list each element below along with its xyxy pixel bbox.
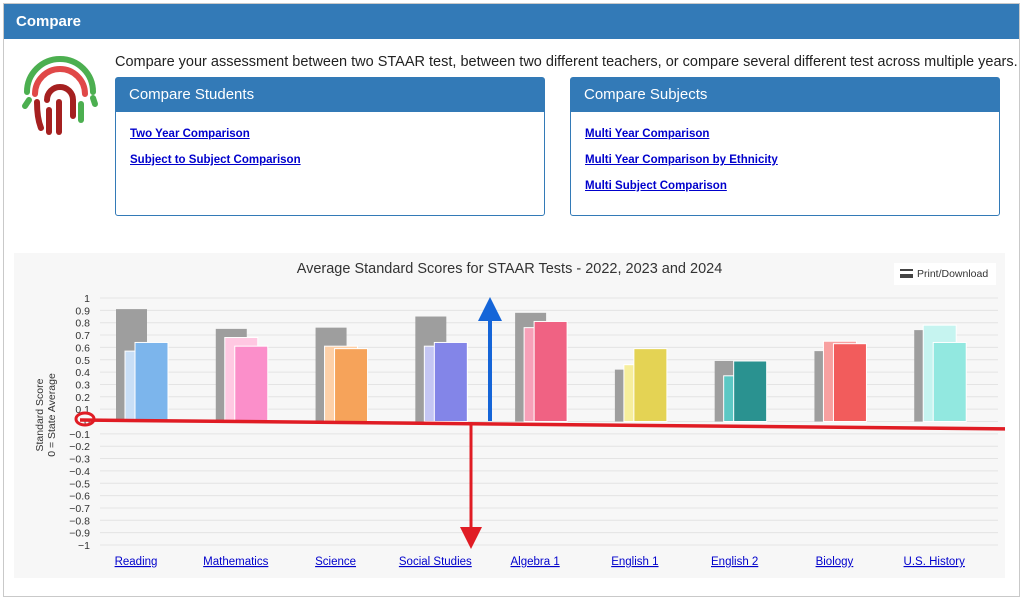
x-category-label[interactable]: Reading: [115, 556, 158, 568]
y-tick-label: −0.9: [69, 528, 90, 540]
bar-series-3: [832, 343, 867, 422]
bar-chart: 10.90.80.70.60.50.40.30.20.10−0.1−0.2−0.…: [69, 293, 1005, 568]
print-download-label: Print/Download: [917, 268, 989, 280]
y-tick-label: 0.5: [75, 355, 90, 367]
x-category-label[interactable]: Science: [315, 556, 356, 568]
y-tick-label: −1: [78, 540, 90, 552]
compare-students-box: Compare Students Two Year Comparison Sub…: [115, 77, 545, 216]
intro-text: Compare your assessment between two STAA…: [115, 54, 1018, 70]
y-tick-label: 0.2: [75, 392, 90, 404]
compare-students-title: Compare Students: [116, 78, 544, 112]
compare-subjects-box: Compare Subjects Multi Year Comparison M…: [570, 77, 1000, 216]
x-category-label[interactable]: English 1: [611, 556, 658, 568]
red-zero-circle: [74, 411, 96, 427]
bar-series-3: [932, 341, 967, 422]
fingerprint-logo-icon: [22, 56, 98, 135]
bar-series-3: [433, 341, 468, 422]
y-tick-label: 0.7: [75, 330, 90, 342]
y-tick-label: −0.3: [69, 454, 90, 466]
y-tick-label: 0.6: [75, 342, 90, 354]
multi-year-comparison-link[interactable]: Multi Year Comparison: [585, 128, 710, 140]
y-tick-label: 0.3: [75, 379, 90, 391]
two-year-comparison-link[interactable]: Two Year Comparison: [130, 128, 250, 140]
panel-title: Compare: [4, 4, 1019, 39]
y-tick-label: −0.4: [69, 466, 90, 478]
compare-subjects-title: Compare Subjects: [571, 78, 999, 112]
y-tick-label: −0.8: [69, 515, 90, 527]
y-tick-label: 0: [84, 417, 90, 429]
x-category-label[interactable]: Biology: [816, 556, 854, 568]
chart-title: Average Standard Scores for STAAR Tests …: [296, 261, 723, 277]
y-tick-label: −0.2: [69, 441, 90, 453]
bar-series-3: [134, 341, 169, 422]
x-category-label[interactable]: U.S. History: [904, 556, 966, 568]
subject-to-subject-comparison-link[interactable]: Subject to Subject Comparison: [130, 154, 301, 166]
y-tick-label: −0.1: [69, 429, 90, 441]
bar-series-3: [334, 348, 369, 422]
y-tick-label: 0.9: [75, 305, 90, 317]
x-category-label[interactable]: Mathematics: [203, 556, 268, 568]
bar-series-3: [533, 320, 568, 422]
x-category-label[interactable]: Social Studies: [399, 556, 472, 568]
x-category-label[interactable]: Algebra 1: [510, 556, 559, 568]
y-tick-label: −0.7: [69, 503, 90, 515]
multi-subject-comparison-link[interactable]: Multi Subject Comparison: [585, 180, 727, 192]
red-arrow-head: [460, 527, 482, 549]
y-axis-label-line-2: 0 = State Average: [46, 373, 58, 457]
chart-area: 1 0.9 0.8 0.7 0.6 0.5 0.4 0.3 0.2 0.1 0 −0.1 −0.2 −0.…: [14, 253, 1005, 578]
bar-series-3: [234, 345, 269, 422]
y-axis-label-line-1: Standard Score: [34, 378, 46, 452]
bar-series-3: [733, 360, 768, 422]
y-tick-label: −0.6: [69, 491, 90, 503]
y-axis-label: Standard Score 0 = State Average: [34, 355, 58, 475]
menu-icon: [900, 269, 913, 278]
y-tick-label: 1: [84, 293, 90, 305]
y-tick-label: 0.4: [75, 367, 90, 379]
blue-arrow-head: [478, 297, 502, 321]
y-tick-label: 0.8: [75, 318, 90, 330]
red-zero-line: [79, 418, 1005, 431]
x-category-label[interactable]: English 2: [711, 556, 758, 568]
bar-series-3: [633, 348, 668, 422]
multi-year-ethnicity-comparison-link[interactable]: Multi Year Comparison by Ethnicity: [585, 154, 778, 166]
y-tick-label: −0.5: [69, 478, 90, 490]
print-download-button[interactable]: Print/Download: [894, 263, 996, 285]
